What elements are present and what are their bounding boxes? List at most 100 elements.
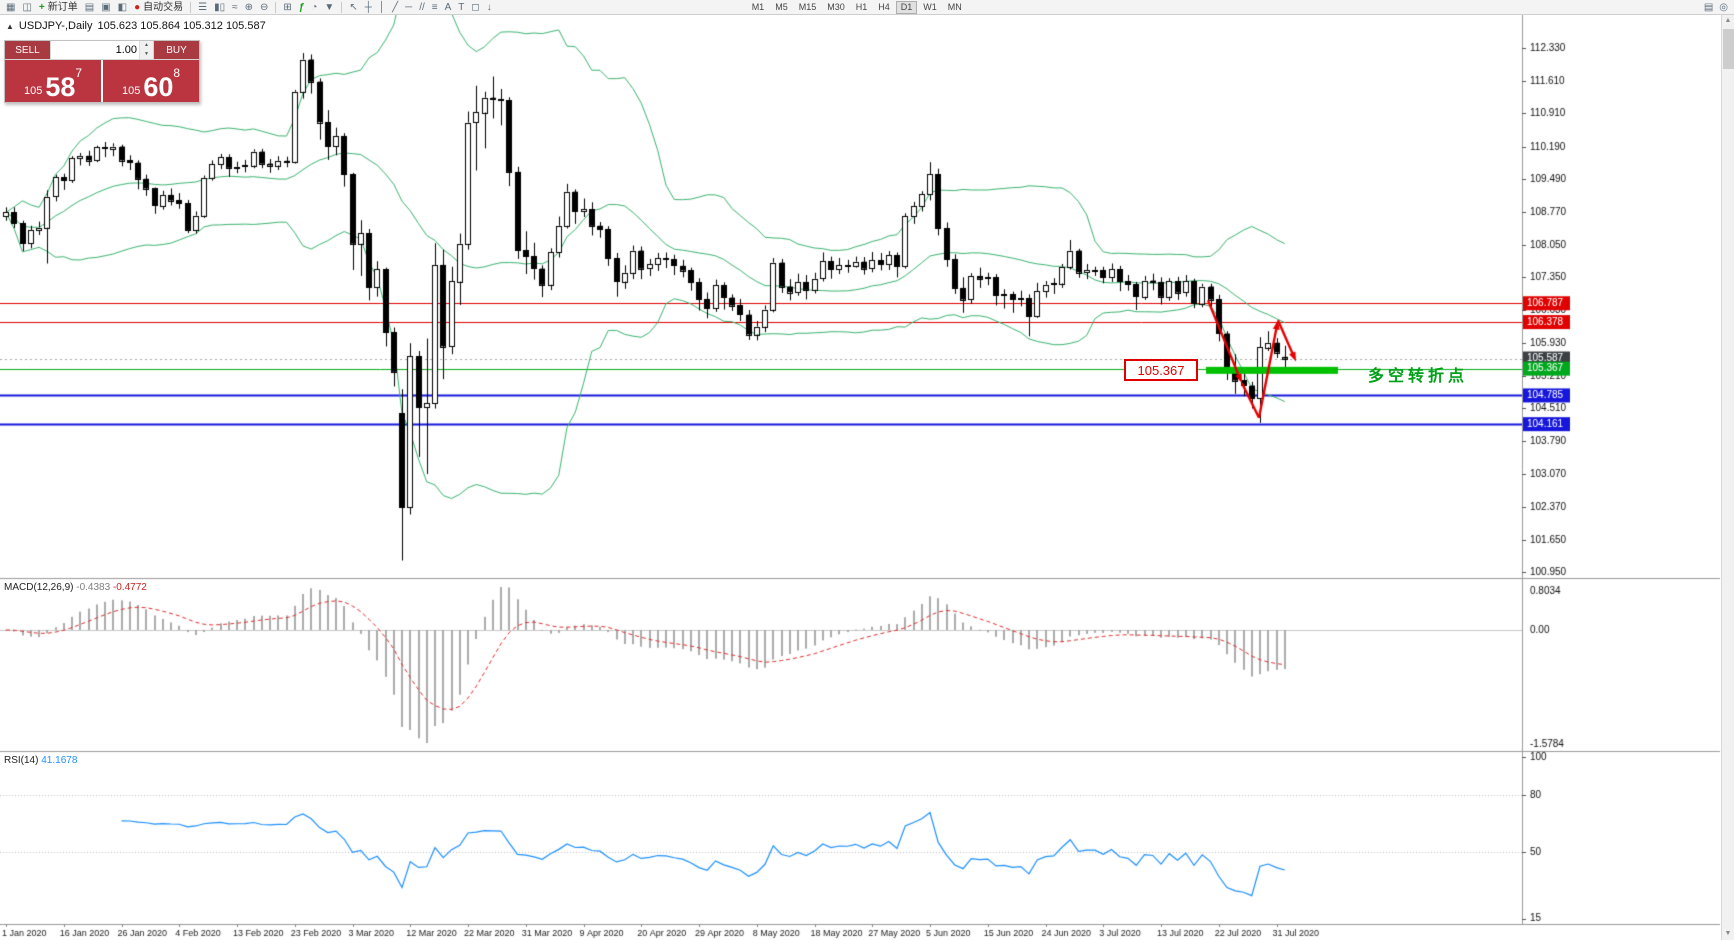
print-button[interactable]: ▤: [1701, 0, 1716, 14]
scroll-up-icon[interactable]: ▲: [1724, 17, 1732, 24]
timeframe-h4-button[interactable]: H4: [873, 1, 895, 14]
zoom-in-icon: ⊕: [244, 1, 254, 13]
fibonacci-icon: ≡: [431, 1, 438, 13]
buy-price-button[interactable]: 105 60 8: [103, 60, 199, 102]
market-watch-icon: ▤: [84, 1, 95, 13]
vline-tool-button[interactable]: │: [376, 0, 388, 14]
symbol-header: ▲ USDJPY-,Daily 105.623 105.864 105.312 …: [6, 20, 266, 32]
label-icon: T: [458, 1, 465, 13]
volume-input[interactable]: [51, 41, 139, 59]
timeframe-m1-button[interactable]: M1: [747, 1, 770, 14]
buy-button[interactable]: BUY: [154, 41, 199, 59]
data-window-button[interactable]: ▣: [98, 0, 113, 14]
collapse-panel-icon[interactable]: ▲: [6, 21, 14, 31]
zoom-out-button[interactable]: ⊖: [257, 0, 271, 14]
template-button[interactable]: ▼: [321, 0, 337, 14]
profiles-icon: ◫: [22, 1, 32, 13]
channel-icon: //: [419, 1, 425, 13]
trendline-icon: ╱: [392, 1, 399, 13]
main-toolbar: ▦ ◫ + 新订单 ▤ ▣ ◧ ● 自动交易 ☰ ▮▯ ≈ ⊕ ⊖ ⊞ ƒ ◔ …: [0, 0, 1734, 15]
macd-indicator-label: MACD(12,26,9) -0.4383 -0.4772: [4, 582, 147, 593]
navigator-icon: ◧: [117, 1, 128, 13]
toolbar-separator: [275, 1, 277, 13]
volume-stepper: ▲ ▼: [139, 41, 153, 59]
buy-price-prefix: 105: [121, 85, 141, 97]
crosshair-icon: ┼: [364, 1, 372, 13]
sell-price-sup: 7: [75, 66, 83, 80]
timeframe-mn-button[interactable]: MN: [943, 1, 967, 14]
market-watch-button[interactable]: ▤: [82, 0, 97, 14]
toolbar-separator: [190, 1, 192, 13]
timeframe-h1-button[interactable]: H1: [851, 1, 873, 14]
autotrade-icon: ●: [134, 1, 141, 13]
zoom-in-button[interactable]: ⊕: [242, 0, 256, 14]
horizontal-line-icon: ─: [405, 1, 413, 13]
timeframe-m5-button[interactable]: M5: [770, 1, 793, 14]
volume-up-icon[interactable]: ▲: [140, 41, 153, 50]
buy-price-sup: 8: [173, 66, 181, 80]
volume-box: ▲ ▼: [50, 41, 154, 59]
macd-name: MACD(12,26,9): [4, 582, 74, 593]
arrows-tool-button[interactable]: ↓: [484, 0, 495, 14]
tile-windows-icon: ⊞: [283, 1, 292, 13]
line-chart-icon: ≈: [232, 1, 238, 13]
rsi-indicator-label: RSI(14) 41.1678: [4, 755, 77, 766]
rsi-value: 41.1678: [41, 755, 78, 766]
rsi-name: RSI(14): [4, 755, 39, 766]
symbol-title: USDJPY-,Daily: [18, 20, 93, 32]
indicators-icon: ƒ: [298, 1, 305, 13]
candlestick-button[interactable]: ▮▯: [211, 0, 228, 14]
crosshair-tool-button[interactable]: ┼: [362, 0, 375, 14]
timeframe-d1-button[interactable]: D1: [895, 0, 918, 14]
new-chart-button[interactable]: ▦: [3, 0, 18, 14]
bar-chart-button[interactable]: ☰: [195, 0, 210, 14]
search-icon: ◎: [1719, 1, 1728, 13]
chart-window-icon: ▦: [6, 1, 16, 13]
label-tool-button[interactable]: T: [455, 0, 467, 14]
sell-button[interactable]: SELL: [5, 41, 50, 59]
level-price-label[interactable]: 105.367: [1124, 359, 1198, 381]
template-icon: ▼: [324, 1, 335, 13]
turning-point-note[interactable]: 多空转折点: [1368, 368, 1469, 385]
macd-main-value: -0.4383: [76, 582, 111, 593]
toolbar-separator: [341, 1, 343, 13]
indicators-button[interactable]: ƒ: [296, 0, 308, 14]
scroll-down-icon[interactable]: ▼: [1724, 930, 1732, 937]
volume-down-icon[interactable]: ▼: [140, 50, 153, 59]
period-button[interactable]: ◔: [308, 0, 320, 14]
search-button[interactable]: ◎: [1716, 0, 1731, 14]
data-window-icon: ▣: [101, 1, 111, 13]
text-icon: A: [444, 1, 452, 13]
clock-icon: ◔: [311, 1, 318, 13]
hline-tool-button[interactable]: ─: [402, 0, 415, 14]
navigator-button[interactable]: ◧: [115, 0, 130, 14]
tile-windows-button[interactable]: ⊞: [280, 0, 294, 14]
cursor-icon: ↖: [349, 1, 358, 13]
sell-price-prefix: 105: [23, 85, 43, 97]
autotrade-label: 自动交易: [143, 1, 184, 13]
vertical-scrollbar[interactable]: ▲ ▼: [1721, 15, 1734, 940]
fibonacci-tool-button[interactable]: ≡: [429, 0, 441, 14]
cursor-tool-button[interactable]: ↖: [346, 0, 360, 14]
text-tool-button[interactable]: A: [442, 0, 455, 14]
scrollbar-thumb[interactable]: [1723, 29, 1734, 69]
timeframe-m15-button[interactable]: M15: [794, 1, 822, 14]
timeframe-w1-button[interactable]: W1: [918, 1, 942, 14]
trendline-tool-button[interactable]: ╱: [389, 0, 401, 14]
timeframe-m30-button[interactable]: M30: [822, 1, 850, 14]
new-order-button[interactable]: + 新订单: [36, 0, 81, 14]
symbol-ohlc: 105.623 105.864 105.312 105.587: [97, 20, 266, 32]
buy-price-main: 60: [143, 72, 174, 102]
macd-signal-value: -0.4772: [112, 582, 147, 593]
line-chart-button[interactable]: ≈: [229, 0, 241, 14]
zoom-out-icon: ⊖: [260, 1, 269, 13]
channel-tool-button[interactable]: //: [416, 0, 428, 14]
autotrade-button[interactable]: ● 自动交易: [131, 0, 186, 14]
print-icon: ▤: [1703, 1, 1714, 13]
profiles-button[interactable]: ◫: [19, 0, 34, 14]
bar-chart-icon: ☰: [198, 1, 208, 13]
sell-price-button[interactable]: 105 58 7: [5, 60, 101, 102]
shapes-tool-button[interactable]: ◻: [468, 0, 482, 14]
new-order-label: 新订单: [47, 1, 78, 13]
